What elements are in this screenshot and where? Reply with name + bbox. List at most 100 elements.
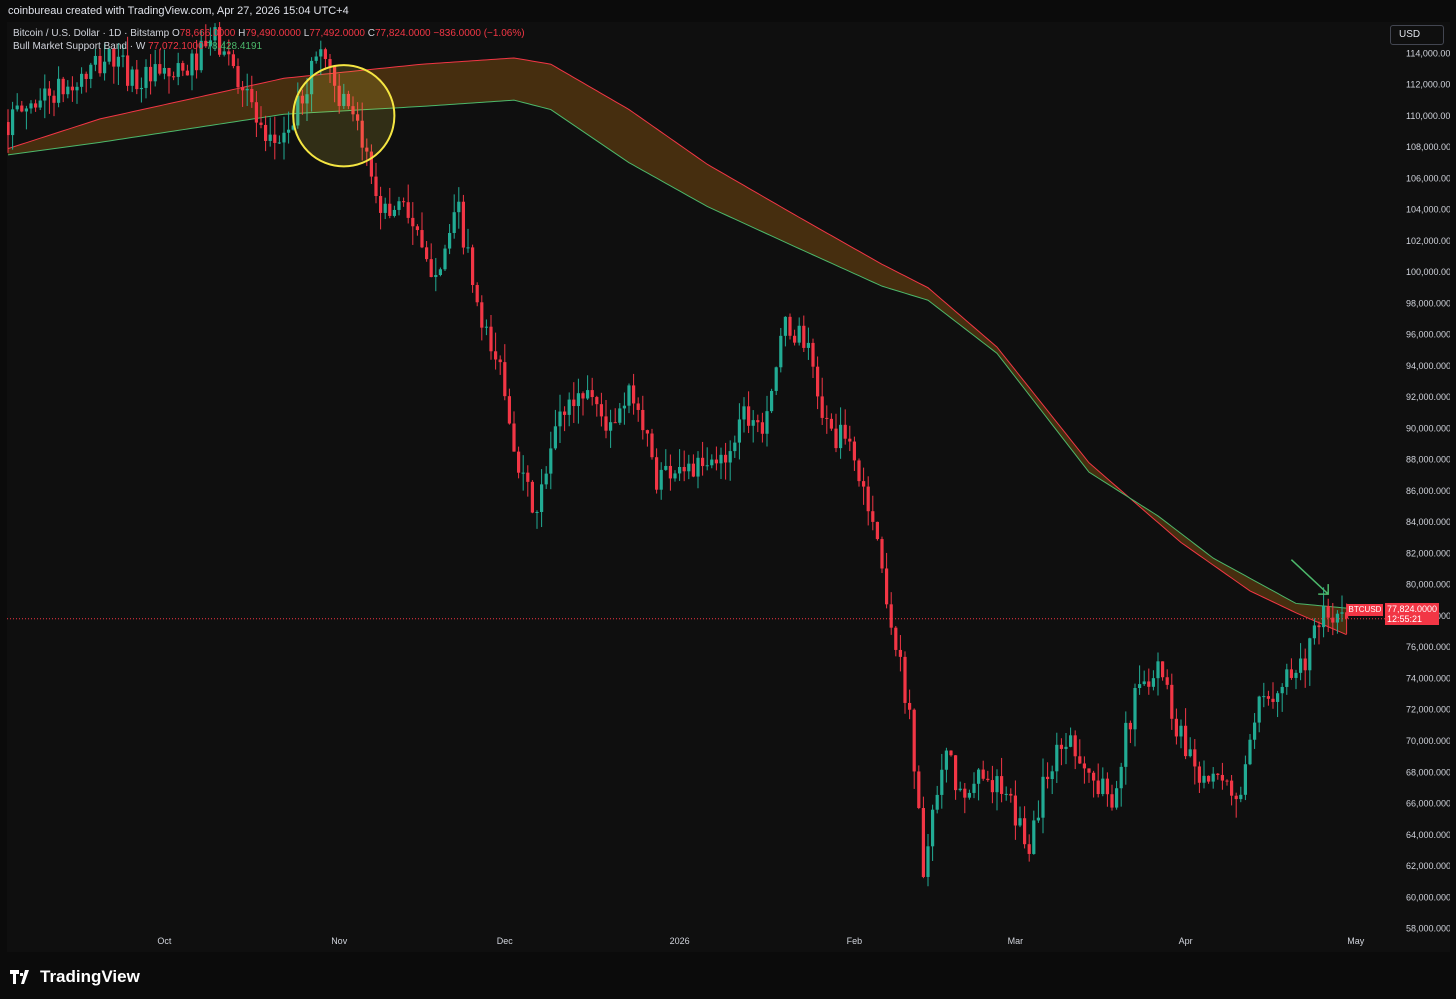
- candle-body: [949, 750, 953, 756]
- candle-body: [875, 521, 879, 540]
- y-tick-label: 90,000.0000: [1406, 423, 1450, 433]
- y-tick-label: 58,000.0000: [1406, 924, 1450, 934]
- candle-body: [1262, 696, 1266, 698]
- candle-body: [1064, 746, 1068, 749]
- candle-body: [475, 285, 479, 303]
- candle-body: [1234, 795, 1238, 800]
- support-band-layer: [7, 57, 1347, 636]
- candle-body: [438, 269, 442, 276]
- y-tick-label: 94,000.0000: [1406, 361, 1450, 371]
- candle-body: [1197, 766, 1201, 783]
- candle-body: [1133, 688, 1137, 730]
- candle-body: [130, 69, 134, 86]
- candle-body: [236, 66, 240, 88]
- candle-body: [622, 405, 626, 409]
- candle-body: [176, 63, 180, 77]
- candle-body: [250, 88, 254, 103]
- candle-body: [1322, 606, 1326, 628]
- x-tick-label: Mar: [1008, 936, 1024, 946]
- y-tick-label: 80,000.0000: [1406, 580, 1450, 590]
- y-tick-label: 110,000.0000: [1406, 111, 1450, 121]
- candle-body: [139, 87, 143, 90]
- candle-body: [406, 202, 410, 218]
- candle-body: [1308, 638, 1312, 671]
- candle-body: [1294, 672, 1298, 678]
- candle-body: [728, 451, 732, 463]
- candle-body: [162, 67, 166, 74]
- candle-body: [1239, 794, 1243, 800]
- candle-body: [1216, 773, 1220, 775]
- candle-body: [434, 275, 438, 278]
- candle-body: [231, 54, 235, 67]
- candle-body: [1142, 681, 1146, 685]
- candle-body: [1170, 684, 1174, 719]
- candle-body: [11, 109, 15, 136]
- candle-body: [241, 87, 245, 91]
- candle-body: [857, 460, 861, 482]
- candle-body: [811, 342, 815, 367]
- candle-body: [34, 103, 38, 108]
- candle-body: [627, 385, 631, 406]
- candle-body: [121, 55, 125, 57]
- candle-body: [747, 406, 751, 426]
- candle-body: [1032, 820, 1036, 854]
- candle-body: [296, 95, 300, 126]
- chart-pane[interactable]: 114,000.0000 112,000.0000 110,000.0000 108,…: [7, 22, 1450, 952]
- candle-body: [503, 362, 507, 397]
- candle-body: [461, 201, 465, 248]
- candle-body: [613, 422, 617, 424]
- candle-body: [1285, 669, 1289, 687]
- candle-body: [1046, 776, 1050, 780]
- candle-body: [314, 56, 318, 61]
- tradingview-logo[interactable]: TradingView: [10, 967, 140, 987]
- currency-button[interactable]: USD: [1390, 25, 1444, 45]
- candle-body: [1041, 776, 1045, 818]
- candle-body: [880, 539, 884, 569]
- candle-body: [204, 40, 208, 47]
- candle-body: [990, 780, 994, 793]
- candle-body: [820, 396, 824, 418]
- candle-body: [779, 335, 783, 368]
- x-tick-label: Oct: [157, 936, 172, 946]
- tradingview-brand-text: TradingView: [40, 967, 140, 986]
- candle-body: [300, 95, 304, 104]
- candle-body: [1000, 776, 1004, 794]
- candle-body: [940, 769, 944, 795]
- candle-body: [264, 124, 268, 141]
- indicator-legend: Bull Market Support Band · W 77,072.1000…: [13, 41, 263, 52]
- candle-body: [834, 428, 838, 449]
- candle-body: [1179, 725, 1183, 737]
- candle-body: [199, 40, 203, 71]
- candle-body: [112, 49, 116, 67]
- candle-body: [563, 411, 567, 415]
- candle-body: [103, 61, 107, 74]
- candle-body: [259, 122, 263, 125]
- highlight-circle: [292, 64, 396, 168]
- candle-body: [24, 108, 28, 112]
- attribution-text: coinbureau created with TradingView.com,…: [8, 5, 349, 17]
- candle-body: [760, 422, 764, 434]
- candle-body: [374, 176, 378, 197]
- candle-body: [392, 209, 396, 216]
- price-chart[interactable]: 114,000.0000 112,000.0000 110,000.0000 108,…: [7, 22, 1450, 952]
- candle-body: [705, 465, 709, 467]
- candle-body: [977, 769, 981, 784]
- x-tick-label: Apr: [1179, 936, 1193, 946]
- symbol-legend: Bitcoin / U.S. Dollar · 1D · Bitstamp O7…: [13, 28, 525, 39]
- candle-body: [66, 86, 70, 95]
- x-tick-label: Dec: [497, 936, 514, 946]
- candle-body: [898, 649, 902, 657]
- candle-body: [126, 55, 130, 86]
- candle-body: [89, 64, 93, 79]
- y-tick-label: 62,000.0000: [1406, 861, 1450, 871]
- candle-body: [1317, 625, 1321, 628]
- candle-body: [586, 390, 590, 399]
- band-lower-line: [7, 99, 1347, 609]
- candle-body: [871, 511, 875, 522]
- x-tick-label: Feb: [847, 936, 863, 946]
- candle-body: [802, 325, 806, 348]
- candle-body: [935, 794, 939, 810]
- candle-body: [885, 568, 889, 605]
- candle-body: [1174, 718, 1178, 737]
- candle-body: [1312, 625, 1316, 639]
